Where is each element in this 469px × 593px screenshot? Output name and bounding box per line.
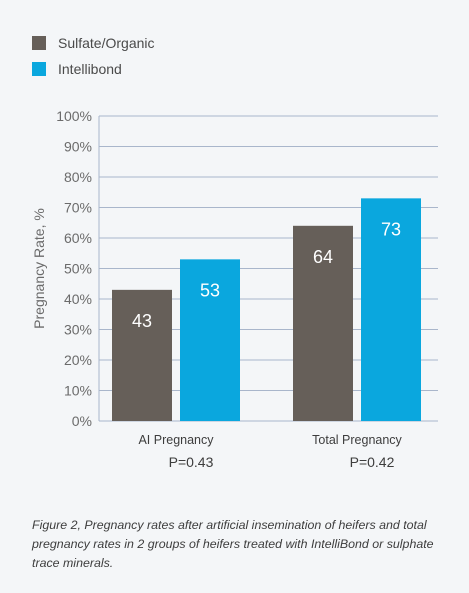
bar-value-label: 73 xyxy=(381,219,401,239)
y-tick-label: 60% xyxy=(64,230,92,246)
y-tick-label: 20% xyxy=(64,352,92,368)
x-tick-label: AI Pregnancy xyxy=(138,433,214,447)
bar-chart: 0% 10% 20% 30% 40% 50% 60% 70% 80% 90% 100% Pregnan… xyxy=(31,108,438,470)
x-tick-label: Total Pregnancy xyxy=(312,433,402,447)
legend-item-intellibond: Intellibond xyxy=(32,56,155,82)
y-tick-label: 100% xyxy=(56,108,92,124)
y-tick-label: 90% xyxy=(64,139,92,155)
bar-sulfate-organic xyxy=(112,289,172,421)
y-tick-label: 80% xyxy=(64,169,92,185)
y-tick-label: 10% xyxy=(64,383,92,399)
y-tick-label: 40% xyxy=(64,291,92,307)
legend: Sulfate/Organic Intellibond xyxy=(32,30,155,82)
p-value-label: P=0.42 xyxy=(350,454,395,470)
y-tick-label: 30% xyxy=(64,322,92,338)
legend-swatch-intellibond xyxy=(32,62,46,76)
bar-intellibond xyxy=(180,259,240,421)
legend-label: Sulfate/Organic xyxy=(58,35,155,51)
bar-value-label: 64 xyxy=(313,247,333,267)
bar-intellibond xyxy=(361,198,421,421)
p-value-label: P=0.43 xyxy=(169,454,214,470)
y-tick-label: 50% xyxy=(64,261,92,277)
legend-swatch-sulfate-organic xyxy=(32,36,46,50)
bar-value-label: 43 xyxy=(132,311,152,331)
bar-sulfate-organic xyxy=(293,225,353,421)
legend-label: Intellibond xyxy=(58,61,122,77)
y-tick-label: 70% xyxy=(64,200,92,216)
figure-caption: Figure 2, Pregnancy rates after artifici… xyxy=(32,518,434,570)
bar-value-label: 53 xyxy=(200,280,220,300)
y-axis-title: Pregnancy Rate, % xyxy=(31,208,47,329)
y-tick-label: 0% xyxy=(72,413,92,429)
legend-item-sulfate-organic: Sulfate/Organic xyxy=(32,30,155,56)
